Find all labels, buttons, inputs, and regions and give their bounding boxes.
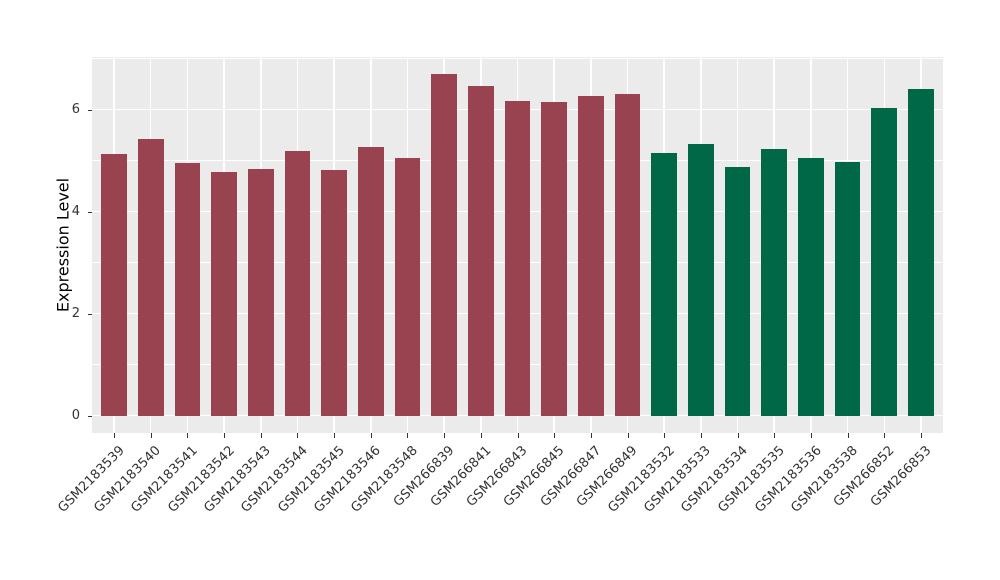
y-tick-mark: [88, 313, 92, 315]
plot-panel: [92, 57, 943, 433]
bar-GSM2183545: [321, 170, 347, 416]
x-tick-mark: [370, 433, 372, 438]
bar-GSM2183532: [651, 152, 678, 416]
x-tick-mark: [847, 433, 849, 438]
bar-GSM266845: [541, 102, 567, 416]
bar-GSM2183542: [211, 172, 237, 416]
x-tick-mark: [737, 433, 739, 438]
bar-GSM2183539: [101, 154, 127, 416]
bar-GSM266839: [431, 74, 457, 416]
x-tick-mark: [187, 433, 189, 438]
bar-GSM2183540: [137, 138, 164, 416]
bar-GSM266843: [504, 101, 531, 416]
x-tick-mark: [554, 433, 556, 438]
bar-GSM266852: [871, 108, 898, 416]
x-tick-mark: [627, 433, 629, 438]
x-tick-mark: [810, 433, 812, 438]
x-tick-mark: [114, 433, 115, 438]
x-tick-mark: [590, 433, 592, 438]
bar-GSM2183538: [834, 161, 861, 416]
x-tick-mark: [407, 433, 409, 438]
x-tick-mark: [334, 433, 336, 438]
bar-GSM2183536: [798, 157, 824, 416]
bar-GSM2183543: [247, 169, 274, 416]
x-tick-mark: [480, 433, 482, 438]
x-tick-mark: [920, 433, 922, 438]
x-tick-mark: [700, 433, 702, 438]
bar-GSM2183534: [724, 167, 751, 416]
y-tick-label: 2: [71, 305, 80, 321]
bar-GSM2183548: [394, 157, 421, 416]
x-tick-mark: [297, 433, 299, 438]
y-axis-title: Expression Level: [53, 177, 73, 313]
bar-GSM266849: [614, 93, 641, 416]
x-tick-mark: [150, 433, 152, 438]
x-tick-mark: [444, 433, 446, 438]
y-tick-label: 6: [71, 101, 80, 117]
y-tick-label: 4: [71, 203, 80, 219]
bar-GSM2183541: [174, 163, 201, 416]
x-tick-mark: [260, 433, 262, 438]
bar-GSM2183546: [357, 147, 384, 416]
x-tick-mark: [224, 433, 226, 438]
x-tick-mark: [774, 433, 776, 438]
bar-GSM266853: [908, 88, 934, 416]
bar-GSM266841: [467, 86, 494, 416]
x-tick-mark: [664, 433, 666, 438]
x-tick-mark: [517, 433, 519, 438]
bar-GSM266847: [578, 95, 604, 416]
y-tick-label: 0: [71, 407, 80, 423]
bar-GSM2183533: [688, 143, 714, 416]
y-tick-mark: [88, 415, 92, 417]
y-tick-mark: [88, 109, 92, 111]
x-tick-mark: [884, 433, 886, 438]
bar-GSM2183544: [284, 151, 311, 416]
y-tick-mark: [88, 211, 92, 213]
bar-GSM2183535: [761, 148, 788, 416]
